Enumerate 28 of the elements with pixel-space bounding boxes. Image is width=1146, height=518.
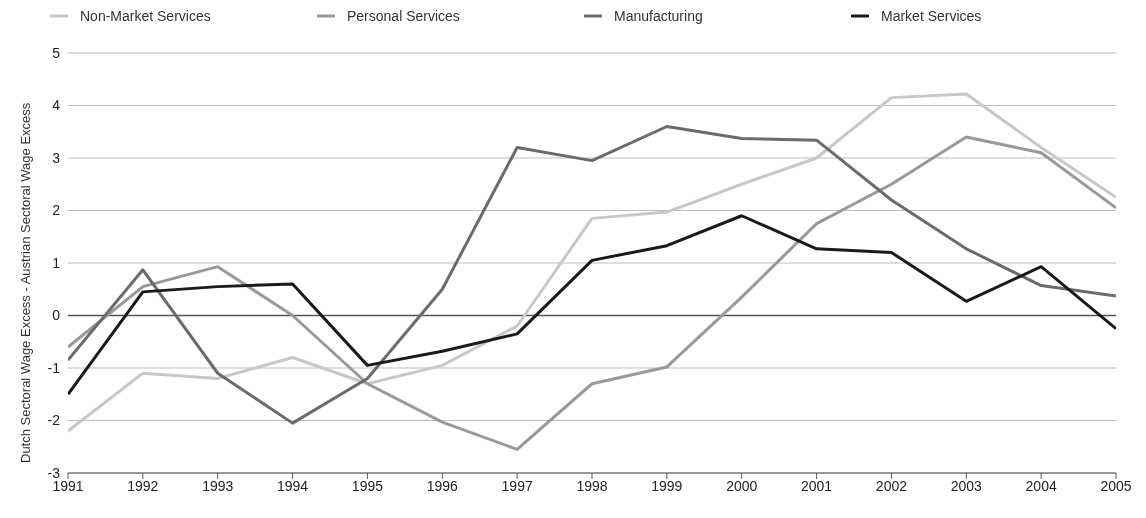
x-tick-label: 1998 bbox=[576, 477, 608, 494]
y-tick-label: -1 bbox=[47, 359, 61, 376]
y-tick-label: -2 bbox=[47, 412, 61, 429]
line-series bbox=[68, 214, 1116, 396]
x-tick-label: 1993 bbox=[202, 477, 234, 494]
y-tick-label: 0 bbox=[52, 307, 61, 324]
x-tick-label: 1997 bbox=[501, 477, 533, 494]
x-tick-label: 2004 bbox=[1025, 477, 1057, 494]
legend-label: Market Services bbox=[881, 8, 982, 24]
x-tick-label: 1999 bbox=[651, 477, 683, 494]
x-tick-label: 2001 bbox=[800, 477, 833, 494]
x-tick-label: 2000 bbox=[726, 477, 758, 494]
legend-label: Non-Market Services bbox=[80, 8, 211, 24]
y-tick-label: 5 bbox=[52, 44, 61, 61]
x-tick-label: 1995 bbox=[351, 477, 384, 494]
y-tick-label: 1 bbox=[52, 254, 61, 271]
y-tick-label: 3 bbox=[52, 149, 61, 166]
legend-label: Manufacturing bbox=[614, 8, 703, 24]
y-tick-label: 4 bbox=[52, 97, 61, 114]
x-tick-label: 2005 bbox=[1100, 477, 1132, 494]
x-tick-label: 1992 bbox=[127, 477, 159, 494]
y-tick-label: 2 bbox=[52, 202, 61, 219]
x-tick-label: 2003 bbox=[950, 477, 983, 494]
legend-label: Personal Services bbox=[347, 8, 460, 24]
x-tick-label: 1994 bbox=[276, 477, 309, 494]
x-tick-label: 1996 bbox=[426, 477, 459, 494]
y-axis-title: Dutch Sectoral Wage Excess - Austrian Sectoral Wage Excess bbox=[17, 102, 33, 463]
x-tick-label: 2002 bbox=[875, 477, 908, 494]
